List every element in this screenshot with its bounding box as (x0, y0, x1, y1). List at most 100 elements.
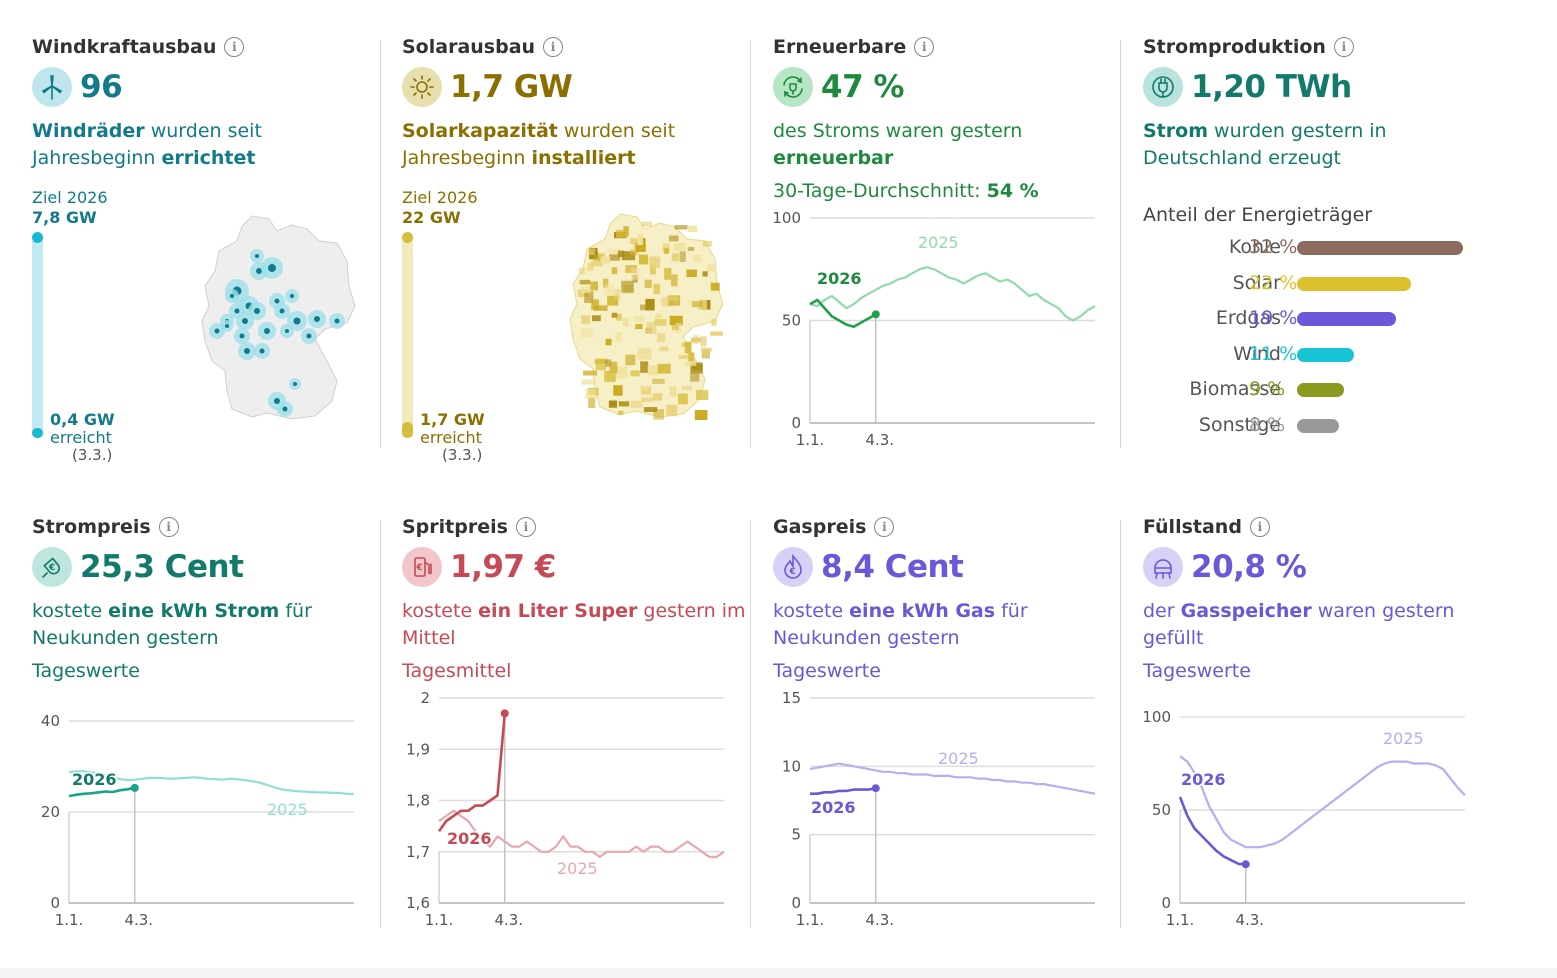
mix-title: Anteil der Energieträger (1143, 204, 1373, 226)
production-card: Stromproduktion i 1,20 TWh Strom wurden g… (1143, 36, 1543, 486)
info-icon[interactable]: i (874, 517, 895, 537)
wind-site-dot (306, 333, 312, 339)
series-2026-line (68, 786, 136, 798)
solar-progress-track (402, 236, 413, 438)
gas-subtitle: Tageswerte (773, 660, 881, 682)
solar-district (625, 354, 636, 366)
solar-district (631, 268, 640, 280)
wind-site-dot (274, 398, 280, 404)
wind-site-dot (293, 317, 301, 325)
info-icon[interactable]: i (1249, 517, 1270, 537)
solar-district (578, 267, 585, 275)
solar-district (638, 254, 649, 265)
y-tick-label: 1,9 (406, 740, 430, 758)
solar-district (637, 354, 649, 359)
solar-district (590, 281, 599, 291)
solar-district (677, 393, 688, 405)
solar-district (681, 386, 693, 391)
series-2026-label: 2026 (1181, 770, 1226, 789)
solar-district (700, 336, 707, 347)
solar-district (641, 221, 652, 227)
info-icon[interactable]: i (158, 517, 179, 537)
mix-bar (1297, 347, 1355, 362)
mix-bar (1297, 418, 1339, 433)
info-icon[interactable]: i (224, 37, 245, 57)
solar-district (618, 410, 624, 415)
fuel-price-chart: 2 1,9 1,8 1,7 1,6 2025 2026 1.1. 4.3. (406, 689, 725, 929)
info-icon[interactable]: i (914, 37, 935, 57)
mix-name: Wind (1233, 342, 1281, 365)
wind-site-dot (282, 406, 288, 412)
solar-district (646, 322, 657, 334)
series-2026-label: 2026 (72, 770, 117, 789)
gas-storage-icon (1143, 547, 1183, 587)
wind-site-dot (230, 294, 234, 298)
solar-district (635, 242, 646, 252)
gas-value: 8,4 Cent (821, 549, 964, 585)
solar-district (693, 335, 699, 345)
solar-district (637, 348, 652, 360)
mix-row: Erdgas 19 % (1143, 307, 1543, 331)
series-2026-label: 2026 (447, 829, 492, 848)
storage-level-chart: 100 50 0 2025 2026 1.1. 4.3. (1142, 708, 1466, 929)
solar-district (659, 346, 669, 352)
series-2025-line (809, 266, 1096, 322)
solar-district (590, 261, 603, 267)
mix-bar (1297, 276, 1412, 291)
solar-district (711, 318, 717, 326)
solar-district (615, 332, 622, 342)
wind-reached-date: (3.3.) (72, 446, 113, 464)
svg-text:€: € (416, 563, 423, 573)
euro-plug-icon: € (32, 547, 72, 587)
solar-district (669, 315, 683, 326)
solar-district (618, 401, 630, 407)
solar-district (684, 341, 692, 354)
info-icon[interactable]: i (543, 37, 564, 57)
mix-percent: 32 % (1249, 236, 1298, 258)
y-tick-label: 20 (41, 803, 60, 821)
y-tick-label: 15 (782, 689, 801, 707)
sprit-description: kostete ein Liter Super gestern im Mitte… (402, 600, 746, 649)
wind-progress-fill (32, 427, 43, 438)
solar-district (633, 316, 645, 322)
electricity-price-chart: 40 20 0 2025 2026 1.1. 4.3. (41, 712, 354, 929)
x-tick-label: 4.3. (865, 431, 894, 449)
solar-goal-label: Ziel 2026 (402, 188, 478, 207)
series-2025-label: 2025 (938, 749, 979, 768)
power-plug-icon (1143, 67, 1183, 107)
info-icon[interactable]: i (515, 517, 536, 537)
solar-district (630, 400, 643, 409)
sprit-value: 1,97 € (450, 549, 556, 585)
svg-text:€: € (48, 563, 55, 573)
solar-district (673, 254, 679, 260)
wind-site-dot (290, 294, 294, 298)
solar-district (593, 305, 608, 311)
solar-district (702, 271, 708, 277)
y-tick-label: 10 (782, 757, 801, 775)
mix-bar (1297, 241, 1464, 255)
wind-site-dot (239, 333, 245, 339)
solar-district (685, 360, 697, 366)
solar-district (621, 280, 634, 293)
solar-district (654, 318, 667, 326)
wind-site-dot (234, 308, 240, 314)
solar-district (674, 225, 688, 230)
germany-wind-map (201, 215, 356, 420)
wind-site-dot (285, 329, 289, 333)
strom-value: 25,3 Cent (80, 549, 244, 585)
y-tick-label: 50 (782, 312, 801, 330)
y-tick-label: 0 (50, 894, 60, 912)
wind-site-dot (259, 348, 265, 354)
solar-district (639, 385, 649, 390)
solar-title: Solarausbau (402, 36, 536, 58)
solar-reached-value: 1,7 GW (420, 410, 485, 429)
prod-title: Stromproduktion (1143, 36, 1326, 58)
solar-district (690, 363, 703, 374)
info-icon[interactable]: i (1333, 37, 1354, 57)
strom-title: Strompreis (32, 516, 151, 538)
fuel-pump-icon: € (402, 547, 442, 587)
solar-district (609, 361, 618, 373)
solar-district (640, 386, 652, 395)
solar-district (694, 410, 708, 421)
solar-district (577, 289, 589, 297)
